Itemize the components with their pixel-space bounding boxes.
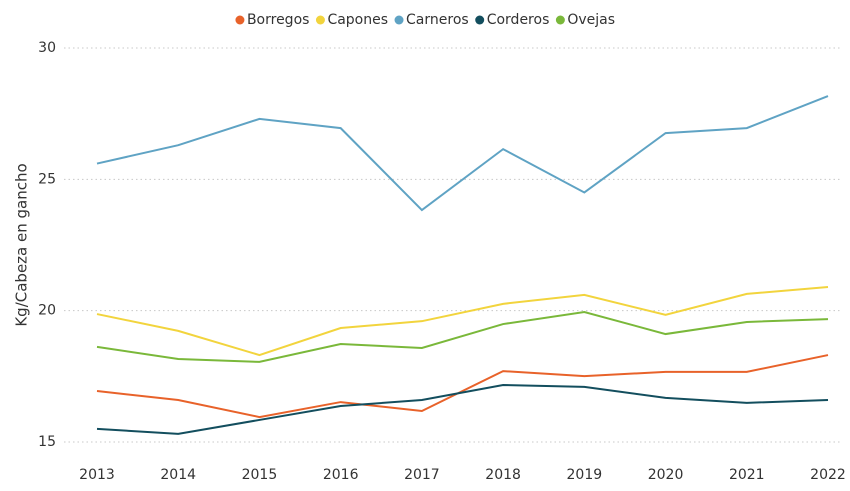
legend-item: Carneros bbox=[394, 12, 469, 28]
x-tick-label: 2022 bbox=[810, 467, 846, 483]
legend-item: Capones bbox=[315, 12, 388, 28]
x-tick-label: 2017 bbox=[404, 467, 440, 483]
y-tick-label: 20 bbox=[38, 303, 56, 319]
series-line bbox=[96, 383, 829, 435]
y-axis-label: Kg/Cabeza en gancho bbox=[13, 163, 31, 326]
legend-label: Capones bbox=[327, 12, 388, 28]
x-tick-label: 2018 bbox=[485, 467, 521, 483]
series-line bbox=[96, 354, 829, 419]
legend-label: Corderos bbox=[487, 12, 550, 28]
legend-marker bbox=[555, 15, 565, 25]
x-tick-label: 2019 bbox=[567, 467, 603, 483]
series-line bbox=[96, 95, 829, 212]
series-line bbox=[96, 286, 829, 357]
legend-label: Ovejas bbox=[567, 12, 615, 28]
x-tick-label: 2015 bbox=[242, 467, 278, 483]
legend-label: Borregos bbox=[247, 12, 310, 28]
legend-marker bbox=[475, 15, 485, 25]
legend-marker bbox=[394, 15, 404, 25]
y-tick-label: 30 bbox=[38, 40, 56, 56]
x-tick-label: 2020 bbox=[648, 467, 684, 483]
legend-item: Borregos bbox=[235, 12, 309, 28]
y-tick-label: 15 bbox=[38, 434, 56, 450]
legend-marker bbox=[235, 15, 245, 25]
series-line bbox=[96, 310, 829, 363]
x-tick-label: 2016 bbox=[323, 467, 359, 483]
legend-marker bbox=[315, 15, 325, 25]
x-tick-label: 2021 bbox=[729, 467, 765, 483]
legend-item: Ovejas bbox=[555, 12, 615, 28]
legend-item: Corderos bbox=[475, 12, 549, 28]
x-tick-label: 2013 bbox=[79, 467, 115, 483]
legend: Borregos Capones Carneros Corderos Ovejas bbox=[235, 12, 615, 28]
x-tick-label: 2014 bbox=[160, 467, 196, 483]
legend-label: Carneros bbox=[406, 12, 469, 28]
y-tick-label: 25 bbox=[38, 171, 56, 187]
